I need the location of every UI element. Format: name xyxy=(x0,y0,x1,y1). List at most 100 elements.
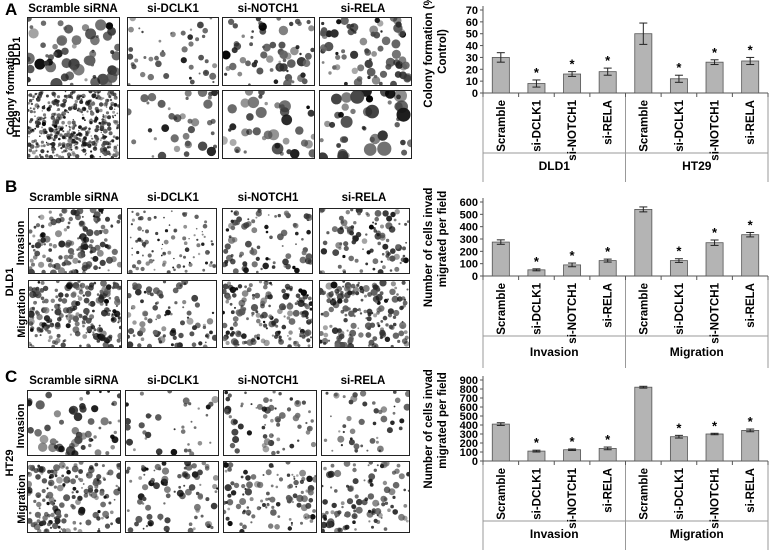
y-tick-label-1: 100 xyxy=(460,259,478,271)
x-tick-label-6: si-NOTCH1 xyxy=(710,99,722,160)
significance-marker-2: * xyxy=(570,57,576,72)
bar-scramble-0 xyxy=(491,241,510,277)
micrograph-c-migration-dclk1 xyxy=(125,461,219,533)
bar-si-notch1-2 xyxy=(563,449,582,462)
y-tick-label-0: 0 xyxy=(472,271,478,283)
x-tick-label-7: si-RELA xyxy=(745,283,757,328)
y-tick-label-2: 20 xyxy=(466,64,478,76)
y-axis-label: Number of cells invaded/migrated per fie… xyxy=(423,370,449,489)
x-tick-label-5: si-DCLK1 xyxy=(674,282,686,334)
y-tick-label-3: 30 xyxy=(466,52,478,64)
x-tick-label-3: si-RELA xyxy=(603,468,615,513)
y-tick-label-1: 10 xyxy=(466,76,478,88)
x-tick-label-5: si-DCLK1 xyxy=(674,99,686,151)
x-tick-label-5: si-DCLK1 xyxy=(674,467,686,519)
x-tick-label-2: si-NOTCH1 xyxy=(567,467,579,528)
y-tick-label-6: 60 xyxy=(466,17,478,29)
y-tick-label-4: 400 xyxy=(460,222,478,234)
x-tick-label-3: si-RELA xyxy=(603,283,615,328)
x-tick-label-4: Scramble xyxy=(638,468,650,520)
bar-si-dclk1-1 xyxy=(527,450,546,462)
panel-b-letter: B xyxy=(5,177,18,196)
panel-b-row-invasion: Invasion xyxy=(15,220,27,266)
bar-scramble-4 xyxy=(634,208,653,277)
bar-si-rela-7 xyxy=(741,430,760,462)
micrograph-b-invasion-scramble xyxy=(28,208,122,274)
panel-b-col-rela: si-RELA xyxy=(341,192,387,204)
micrograph-a-dld1-dclk1 xyxy=(127,17,219,86)
y-tick-label-5: 50 xyxy=(466,29,478,41)
significance-marker-5: * xyxy=(676,244,682,259)
panel-a-row-dld1: DLD1 xyxy=(11,36,23,66)
y-tick-label-2: 200 xyxy=(460,246,478,258)
panel-a-letter: A xyxy=(5,0,18,19)
y-tick-label-2: 200 xyxy=(460,438,478,450)
panel-b-col-scramble: Scramble siRNA xyxy=(29,192,119,204)
micrograph-b-migration-rela xyxy=(319,280,410,348)
significance-marker-1: * xyxy=(534,435,540,450)
significance-marker-7: * xyxy=(748,414,754,429)
significance-marker-7: * xyxy=(748,217,754,232)
y-tick-label-9: 900 xyxy=(460,375,478,387)
panel-a-col-rela: si-RELA xyxy=(340,3,386,15)
y-axis-label: Number of cells invaded/migrated per fie… xyxy=(423,188,449,307)
bar-scramble-0 xyxy=(491,57,510,94)
chart-a-colony-formation: 0 10 20 30 40 50 60 70 Scramble * si-DCLK1 * si-NOTC… xyxy=(418,0,778,186)
y-tick-label-8: 800 xyxy=(460,384,478,396)
micrograph-b-migration-scramble xyxy=(28,280,122,348)
panel-a-row-ht29: HT29 xyxy=(11,110,23,138)
x-tick-label-6: si-NOTCH1 xyxy=(710,282,722,343)
x-tick-label-0: Scramble xyxy=(496,468,508,520)
panel-c-col-dclk1: si-DCLK1 xyxy=(147,375,199,387)
y-tick-label-6: 600 xyxy=(460,197,478,209)
x-tick-label-3: si-RELA xyxy=(603,100,615,145)
micrograph-b-invasion-dclk1 xyxy=(127,208,217,274)
y-tick-label-0: 0 xyxy=(472,456,478,468)
panel-a-col-scramble: Scramble siRNA xyxy=(28,3,118,15)
micrograph-a-dld1-scramble xyxy=(27,17,120,86)
x-tick-label-1: si-DCLK1 xyxy=(531,467,543,519)
x-tick-label-0: Scramble xyxy=(496,100,508,152)
panel-c-letter: C xyxy=(5,367,18,386)
micrograph-c-invasion-scramble xyxy=(27,390,121,456)
panel-c-col-scramble: Scramble siRNA xyxy=(29,375,119,387)
micrograph-c-invasion-dclk1 xyxy=(125,390,219,456)
y-tick-label-5: 500 xyxy=(460,209,478,221)
micrograph-c-invasion-rela xyxy=(321,390,410,456)
y-tick-label-0: 0 xyxy=(472,88,478,100)
group-label-migration: Migration xyxy=(670,527,724,541)
significance-marker-7: * xyxy=(748,42,754,57)
x-tick-label-6: si-NOTCH1 xyxy=(710,467,722,528)
significance-marker-6: * xyxy=(712,225,718,240)
significance-marker-2: * xyxy=(570,434,576,449)
micrograph-a-ht29-notch1 xyxy=(222,90,315,159)
bar-si-dclk1-5 xyxy=(669,436,688,462)
x-tick-label-2: si-NOTCH1 xyxy=(567,99,579,160)
panel-b-cell-line: DLD1 xyxy=(4,267,16,297)
significance-marker-1: * xyxy=(534,254,540,269)
micrograph-c-migration-rela xyxy=(321,461,410,533)
panel-c-col-notch1: si-NOTCH1 xyxy=(237,375,299,387)
y-tick-label-7: 700 xyxy=(460,393,478,405)
group-label-migration: Migration xyxy=(670,345,724,359)
micrograph-c-migration-notch1 xyxy=(223,461,317,533)
panel-a-col-dclk1: si-DCLK1 xyxy=(147,3,199,15)
chart-b-dld1-invasion-migration: 0 100 200 300 400 500 600 Scramble * si-DCLK1 * si-… xyxy=(418,170,778,368)
micrograph-a-ht29-scramble xyxy=(27,90,120,159)
x-tick-label-7: si-RELA xyxy=(745,100,757,145)
x-tick-label-1: si-DCLK1 xyxy=(531,282,543,334)
group-label-dld1: DLD1 xyxy=(539,159,571,173)
bar-si-rela-7 xyxy=(741,234,760,277)
significance-marker-1: * xyxy=(534,65,540,80)
micrograph-b-migration-dclk1 xyxy=(127,280,217,348)
panel-c-cell-line: HT29 xyxy=(4,449,16,477)
panel-a-col-notch1: si-NOTCH1 xyxy=(237,3,299,15)
group-label-invasion: Invasion xyxy=(530,527,579,541)
significance-marker-3: * xyxy=(605,53,611,68)
significance-marker-3: * xyxy=(605,432,611,447)
y-tick-label-6: 600 xyxy=(460,402,478,414)
x-tick-label-4: Scramble xyxy=(638,283,650,335)
micrograph-c-migration-scramble xyxy=(27,461,121,533)
x-tick-label-4: Scramble xyxy=(638,100,650,152)
micrograph-a-ht29-rela xyxy=(319,90,412,159)
